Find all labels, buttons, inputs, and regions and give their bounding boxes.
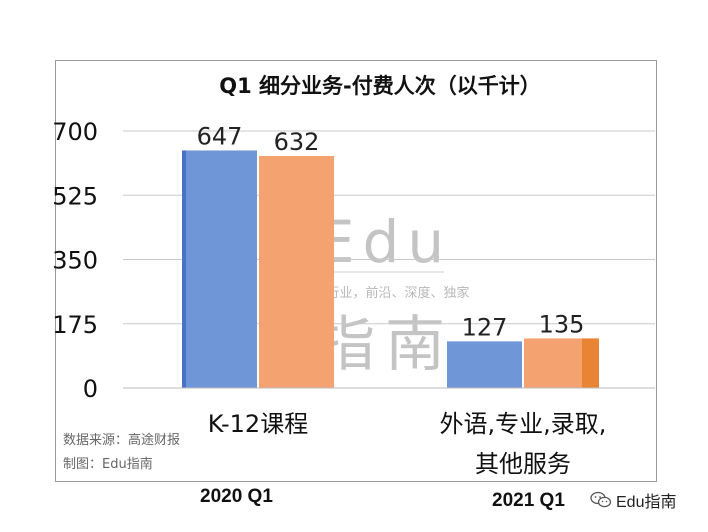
- chart-frame: [55, 60, 657, 482]
- data-label: 647: [197, 122, 243, 150]
- watermark-edu: Edu: [318, 208, 452, 276]
- chart-title: Q1 细分业务-付费人次（以千计）: [219, 74, 541, 98]
- y-tick-label: 700: [52, 118, 98, 146]
- account-logo: Edu指南: [590, 488, 676, 512]
- x-category-label: 外语,专业,录取,: [440, 410, 607, 438]
- y-tick-label: 0: [83, 375, 98, 403]
- logo-text: Edu指南: [616, 494, 677, 511]
- bar-edge-accent: [182, 150, 186, 388]
- legend-series-2021: 2021 Q1: [492, 490, 565, 511]
- data-label: 632: [274, 128, 320, 156]
- bar-2020-cat2: [447, 341, 522, 388]
- x-category-label: K-12课程: [208, 410, 308, 438]
- y-tick-label: 350: [52, 247, 98, 275]
- y-tick-label: 175: [52, 311, 98, 339]
- bar-edge-accent: [582, 338, 599, 388]
- watermark-tagline: 教育行业，前沿、深度、独家: [300, 285, 469, 301]
- maker-note: 制图：Edu指南: [63, 456, 153, 472]
- bar-2020-cat1: [182, 150, 257, 388]
- legend-series-2020: 2020 Q1: [200, 486, 273, 507]
- wechat-icon: [590, 491, 612, 509]
- source-note: 数据来源：高途财报: [63, 432, 180, 448]
- y-tick-label: 525: [52, 182, 98, 210]
- x-category-label: 其他服务: [475, 450, 571, 478]
- data-label: 127: [462, 313, 508, 341]
- bar-2021-cat1: [259, 155, 334, 388]
- watermark-cn: 指南: [315, 310, 455, 380]
- data-label: 135: [539, 310, 585, 338]
